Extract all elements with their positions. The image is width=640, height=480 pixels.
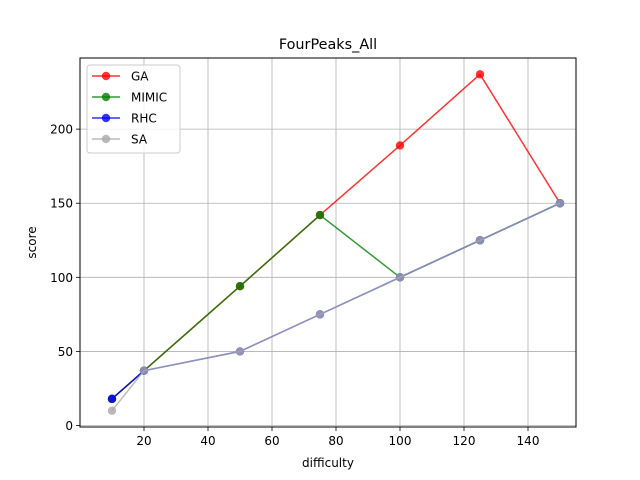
legend-label-sa: SA: [131, 133, 148, 147]
data-point-sa: [107, 406, 117, 415]
data-point-sa: [555, 199, 565, 208]
x-tick-label: 20: [136, 434, 151, 448]
x-tick-label: 80: [328, 434, 343, 448]
plot-lines: [107, 70, 565, 415]
x-tick-label: 120: [453, 434, 476, 448]
legend-marker-sa: [101, 134, 111, 144]
data-point-mimic: [235, 282, 245, 291]
y-axis-label: score: [25, 226, 39, 258]
axes-frame: [79, 57, 577, 428]
legend-marker-mimic: [101, 92, 111, 102]
legend-box: [86, 64, 181, 154]
y-tick-label: 200: [50, 123, 73, 137]
x-tick-label: 100: [389, 434, 412, 448]
data-point-sa: [475, 236, 485, 245]
x-tick-label: 40: [200, 434, 215, 448]
y-tick-label: 50: [58, 345, 73, 359]
y-tick-label: 100: [50, 271, 73, 285]
y-tick-label: 0: [65, 419, 73, 433]
legend-label-mimic: MIMIC: [131, 91, 167, 105]
data-point-sa: [235, 347, 245, 356]
series-sa: [107, 199, 565, 415]
legend-label-rhc: RHC: [131, 112, 157, 126]
x-axis-label: difficulty: [302, 456, 354, 470]
chart-title: FourPeaks_All: [279, 37, 377, 53]
grid: [80, 58, 576, 427]
data-point-ga: [475, 70, 485, 79]
x-tick-label: 60: [264, 434, 279, 448]
ticks: 20 40 60 80 100 120 140 0 50 100 150 200: [50, 123, 539, 448]
data-point-sa: [139, 366, 149, 375]
data-point-mimic: [315, 210, 325, 220]
legend-marker-ga: [101, 71, 111, 81]
x-tick-label: 140: [517, 434, 540, 448]
legend-label-ga: GA: [131, 70, 149, 84]
data-point-ga: [395, 141, 405, 150]
legend: GA MIMIC RHC SA: [86, 64, 181, 154]
data-point-sa: [315, 310, 325, 319]
legend-marker-rhc: [101, 113, 111, 123]
data-point-sa: [395, 273, 405, 282]
data-point-rhc: [107, 394, 117, 404]
y-tick-label: 150: [50, 197, 73, 211]
